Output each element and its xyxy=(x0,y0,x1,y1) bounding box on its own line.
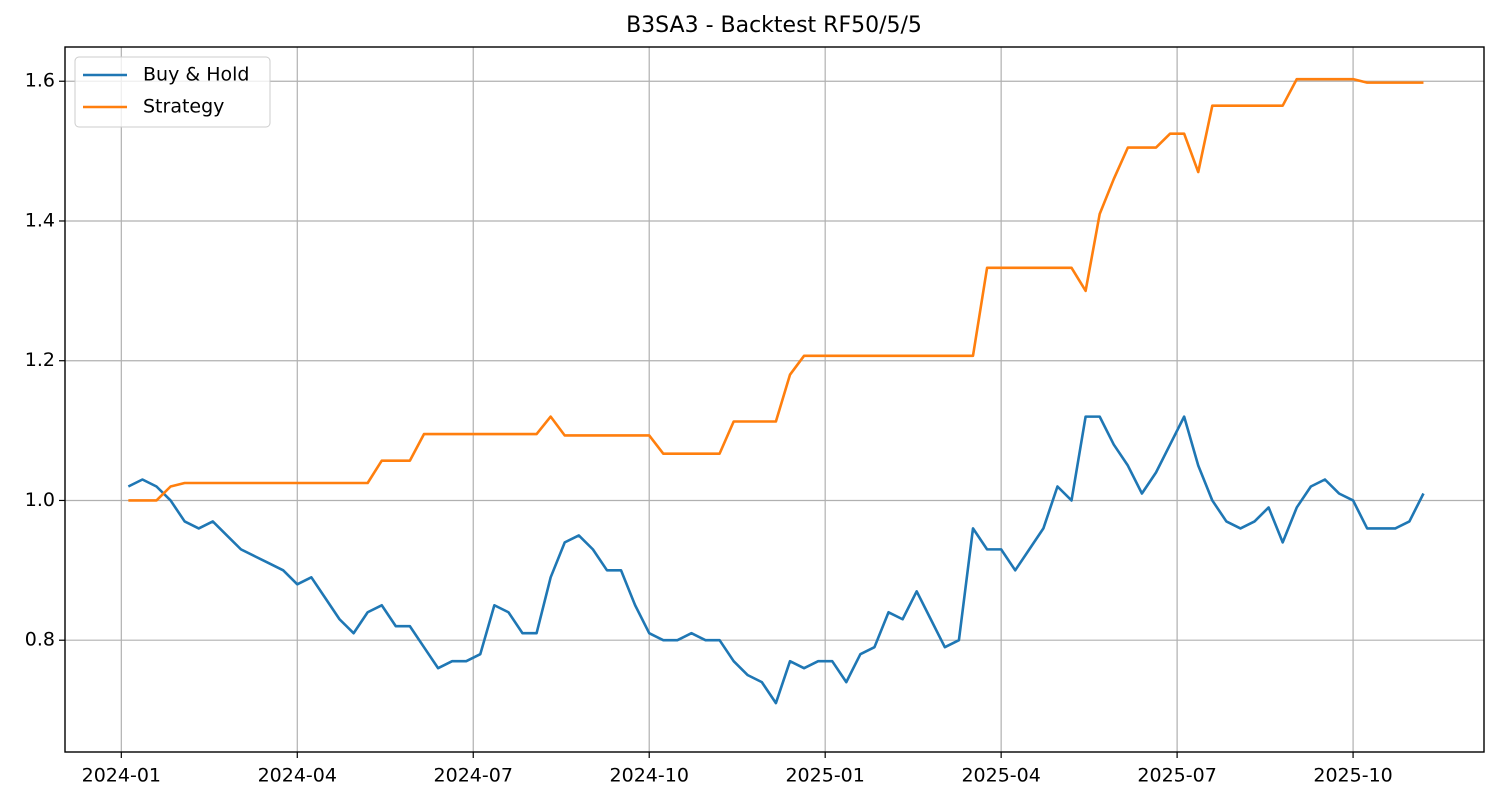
y-tick-label: 1.4 xyxy=(25,209,55,231)
y-tick-label: 1.2 xyxy=(25,349,55,371)
x-tick-label: 2025-04 xyxy=(961,765,1040,787)
legend: Buy & Hold Strategy xyxy=(74,56,271,128)
x-tick-label: 2024-01 xyxy=(82,765,161,787)
x-tick-label: 2025-10 xyxy=(1313,765,1392,787)
x-tick-label: 2024-07 xyxy=(434,765,513,787)
legend-label: Strategy xyxy=(143,96,224,118)
x-tick-label: 2025-01 xyxy=(785,765,864,787)
x-tick-label: 2024-04 xyxy=(258,765,337,787)
y-tick-label: 1.6 xyxy=(25,70,55,92)
line-series xyxy=(127,415,1425,705)
line-series xyxy=(128,77,1424,502)
x-tick-label: 2024-10 xyxy=(610,765,689,787)
legend-label: Buy & Hold xyxy=(143,64,249,86)
x-tick-label: 2025-07 xyxy=(1137,765,1216,787)
y-tick-label: 1.0 xyxy=(25,489,55,511)
y-tick-label: 0.8 xyxy=(25,629,55,651)
chart-title: B3SA3 - Backtest RF50/5/5 xyxy=(626,13,922,38)
plot-frame xyxy=(64,46,1485,753)
